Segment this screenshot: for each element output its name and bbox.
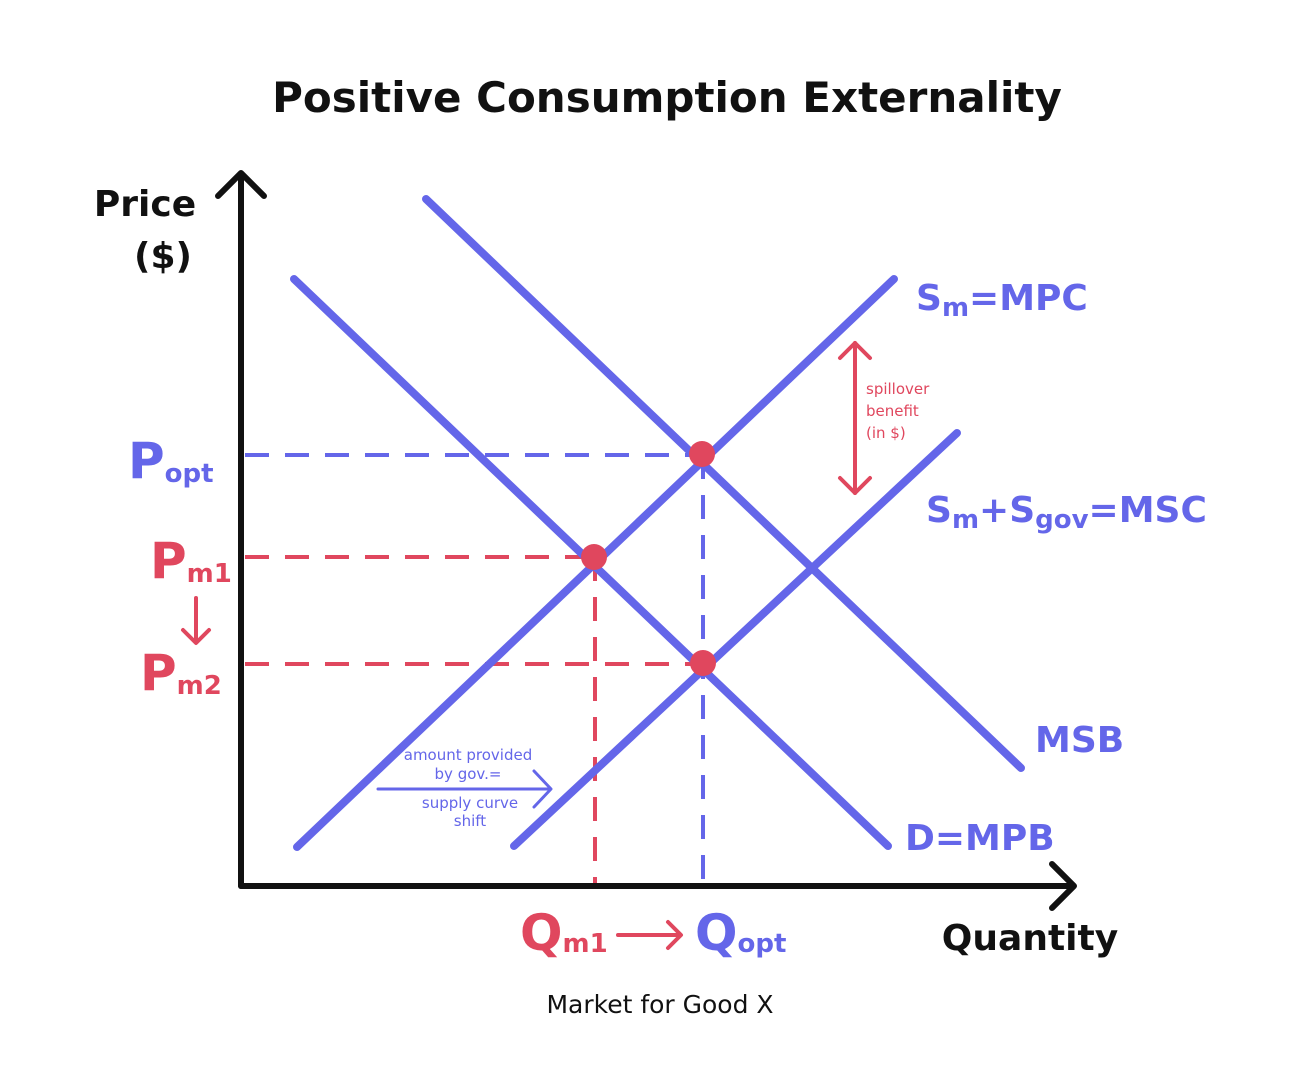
shift-line-1: amount provided bbox=[404, 746, 533, 764]
shift-arrow bbox=[376, 769, 553, 809]
q-m1-label: Qm1 bbox=[520, 904, 608, 962]
market-equilibrium-point bbox=[581, 544, 607, 570]
diagram-title: Positive Consumption Externality bbox=[272, 73, 1062, 122]
subsidised-equilibrium-point bbox=[690, 650, 716, 676]
x-axis-label: Quantity bbox=[942, 918, 1118, 959]
p-m1-label: Pm1 bbox=[150, 532, 232, 590]
x-axis-arrowhead bbox=[1049, 861, 1077, 911]
spillover-annotation: spillover benefit (in $) bbox=[866, 380, 930, 442]
quantity-right-arrow bbox=[616, 920, 683, 950]
diagram-caption: Market for Good X bbox=[546, 990, 773, 1019]
spillover-line-2: benefit bbox=[866, 402, 919, 420]
optimum-point bbox=[689, 441, 715, 467]
shift-line-4: shift bbox=[454, 812, 487, 830]
p-opt-label: Popt bbox=[128, 432, 214, 490]
p-m2-label: Pm2 bbox=[140, 644, 222, 702]
msc-curve bbox=[510, 429, 961, 850]
y-axis-label-line1: Price bbox=[94, 184, 196, 225]
price-down-arrow bbox=[181, 596, 211, 645]
mpc-label: Sm=MPC bbox=[916, 278, 1088, 323]
spillover-double-arrow bbox=[838, 341, 872, 495]
axes bbox=[215, 170, 1077, 911]
mpb-label: D=MPB bbox=[905, 818, 1055, 859]
y-axis-arrowhead bbox=[215, 170, 267, 199]
shift-annotation: amount provided by gov.= supply curve sh… bbox=[404, 746, 533, 830]
msb-label: MSB bbox=[1035, 720, 1124, 761]
shift-line-2: by gov.= bbox=[435, 765, 502, 783]
msc-label: Sm+Sgov=MSC bbox=[926, 490, 1207, 535]
y-axis-label-line2: ($) bbox=[134, 236, 192, 277]
equilibrium-points bbox=[581, 441, 716, 676]
spillover-line-3: (in $) bbox=[866, 424, 906, 442]
q-opt-label: Qopt bbox=[695, 904, 786, 962]
shift-line-3: supply curve bbox=[422, 794, 518, 812]
msb-curve bbox=[422, 195, 1025, 772]
spillover-line-1: spillover bbox=[866, 380, 930, 398]
